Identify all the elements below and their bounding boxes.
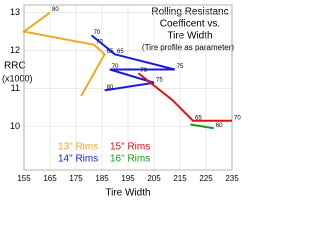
series-line: [21, 11, 106, 97]
point-label: 70: [140, 68, 147, 74]
y-tick-label: 10: [10, 121, 20, 131]
legend-label: 13" Rims: [58, 142, 98, 153]
x-tick-label: 195: [121, 174, 135, 183]
point-label: 70: [234, 115, 241, 121]
x-tick-label: 175: [69, 174, 83, 183]
point-label: 70: [94, 30, 101, 36]
x-tick-label: 215: [173, 174, 187, 183]
x-tick-label: 235: [225, 174, 239, 183]
y-tick-label: 11: [11, 83, 20, 93]
y-label-unit: (x1000): [2, 73, 33, 83]
point-label: 65: [107, 49, 114, 55]
legend-label: 15" Rims: [110, 142, 150, 153]
series-line: [137, 72, 232, 122]
x-tick-label: 205: [147, 174, 161, 183]
point-label: 65: [195, 115, 202, 121]
y-label: RRC: [4, 61, 26, 72]
chart-title: Tire Width: [167, 31, 212, 42]
legend-label: 16" Rims: [110, 154, 150, 165]
point-label: 65: [117, 49, 124, 55]
x-tick-label: 165: [43, 174, 57, 183]
x-tick-label: 225: [199, 174, 213, 183]
chart-title: Rolling Resistanc: [151, 7, 228, 18]
series-line: [90, 34, 176, 92]
point-label: 80: [107, 85, 114, 91]
x-label: Tire Width: [105, 188, 150, 199]
y-tick-label: 13: [10, 7, 20, 17]
series-line: [190, 123, 214, 130]
point-label: 60: [216, 123, 223, 129]
legend-label: 14" Rims: [58, 154, 98, 165]
x-tick-label: 185: [95, 174, 109, 183]
point-label: 75: [156, 77, 163, 83]
chart: RRC (x1000) Tire Width Rolling Resistanc…: [2, 4, 241, 199]
x-tick-label: 155: [17, 174, 31, 183]
point-label: 75: [177, 64, 184, 70]
point-label: 80: [52, 7, 59, 13]
chart-title: Coefficent vs.: [160, 19, 220, 30]
chart-title: (Tire profile as parameter): [142, 43, 235, 52]
point-label: 70: [112, 64, 119, 70]
y-tick-label: 12: [10, 45, 20, 55]
plot-frame: [23, 4, 233, 171]
